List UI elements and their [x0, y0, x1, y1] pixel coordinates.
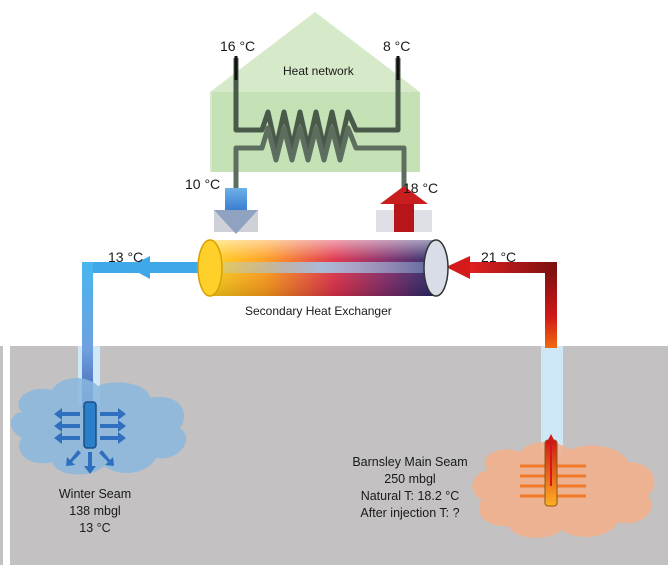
heat-network-label: Heat network — [283, 64, 354, 78]
winter-injection-arrows — [54, 408, 126, 474]
hx-network-supply-temp: 18 °C — [403, 180, 439, 196]
hot-arrow-head — [380, 186, 428, 204]
barnsley-natural-temp: Natural T: 18.2 °C — [360, 489, 460, 503]
from-barnsley-temp: 21 °C — [481, 249, 517, 265]
barnsley-flow-arrow — [546, 434, 556, 444]
cold-outlet-arrow — [128, 256, 150, 279]
cold-arrow-head — [214, 210, 258, 234]
network-flow-out-temp: 16 °C — [220, 38, 256, 54]
cold-arrow-stem — [225, 188, 247, 210]
barnsley-seam-cloud — [472, 441, 655, 538]
hot-arrow-body — [394, 204, 414, 232]
exchanger-end-left — [197, 239, 223, 297]
hot-inlet-arrow — [446, 256, 470, 279]
network-coil-lower — [233, 125, 407, 188]
hx-network-return-temp: 10 °C — [185, 176, 221, 192]
cold-downcomer-pipe — [82, 262, 93, 408]
barnsley-seam-info: Barnsley Main Seam 250 mbgl Natural T: 1… — [340, 454, 480, 522]
winter-seam-name: Winter Seam — [58, 487, 132, 501]
exchanger-label: Secondary Heat Exchanger — [245, 304, 392, 318]
barnsley-borehole-shaft — [541, 346, 563, 456]
barnsley-seam-name: Barnsley Main Seam — [352, 455, 468, 469]
return-to-winter-temp: 13 °C — [108, 249, 144, 265]
network-return-in-temp: 8 °C — [383, 38, 411, 54]
ground-edge — [0, 346, 3, 565]
winter-seam-cloud — [10, 378, 187, 475]
hot-inlet-pipe — [470, 262, 557, 273]
network-coil-upper — [233, 58, 401, 151]
cold-outlet-pipe — [82, 262, 170, 273]
winter-borehole-tool — [83, 401, 97, 449]
exchanger-core — [205, 262, 441, 273]
winter-seam-depth: 138 mbgl — [69, 504, 121, 518]
winter-seam-info: Winter Seam 138 mbgl 13 °C — [40, 486, 150, 537]
winter-seam-temp: 13 °C — [79, 521, 111, 535]
cold-outlet-pipe-join — [156, 262, 202, 273]
barnsley-after-injection-temp: After injection T: ? — [360, 506, 460, 520]
barnsley-seam-depth: 250 mbgl — [384, 472, 436, 486]
hot-riser-pipe — [545, 268, 557, 348]
exchanger-end-right — [423, 239, 449, 297]
